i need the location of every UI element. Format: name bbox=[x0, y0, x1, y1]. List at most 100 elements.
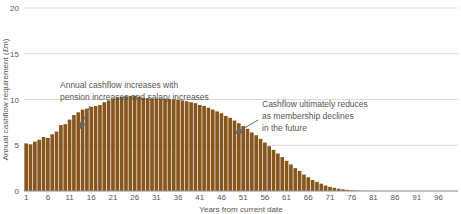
annotation: Cashflow ultimately reduces bbox=[262, 99, 368, 109]
grid-line bbox=[24, 8, 458, 9]
bar bbox=[306, 177, 310, 191]
bar bbox=[68, 120, 72, 191]
x-tick-label: 51 bbox=[239, 193, 248, 202]
bar bbox=[137, 97, 141, 191]
bar bbox=[85, 109, 89, 191]
bar bbox=[124, 96, 128, 191]
y-tick-label: 10 bbox=[10, 96, 19, 105]
bar bbox=[328, 187, 332, 191]
bar bbox=[224, 116, 228, 191]
x-tick-label: 21 bbox=[109, 193, 118, 202]
bar bbox=[185, 101, 189, 191]
annotation: pension increases and salary increases bbox=[60, 92, 209, 102]
bar bbox=[293, 168, 297, 191]
bar bbox=[311, 180, 315, 191]
bar bbox=[198, 105, 202, 191]
x-tick-label: 91 bbox=[412, 193, 421, 202]
bar bbox=[302, 175, 306, 191]
x-tick-label: 81 bbox=[369, 193, 378, 202]
bar bbox=[176, 100, 180, 191]
bar bbox=[55, 132, 59, 191]
chart: 0510152016111621263136414651566166717681… bbox=[0, 0, 461, 214]
bar bbox=[181, 100, 185, 191]
bar bbox=[129, 96, 133, 191]
bars bbox=[24, 96, 371, 191]
bar bbox=[267, 146, 271, 191]
x-tick-label: 41 bbox=[195, 193, 204, 202]
bar bbox=[29, 144, 33, 191]
bar bbox=[42, 137, 46, 191]
bar bbox=[50, 134, 54, 191]
bar bbox=[319, 184, 323, 191]
bar bbox=[150, 99, 154, 191]
x-axis bbox=[24, 191, 458, 192]
annotation: Annual cashflow increases with bbox=[60, 80, 178, 90]
bar bbox=[37, 140, 41, 191]
bar bbox=[202, 106, 206, 191]
bar bbox=[298, 171, 302, 191]
x-tick-label: 1 bbox=[24, 193, 29, 202]
x-tick-label: 31 bbox=[152, 193, 161, 202]
bar bbox=[215, 111, 219, 191]
bar bbox=[289, 164, 293, 191]
bar bbox=[241, 126, 245, 191]
bar bbox=[46, 138, 50, 191]
annotation: as membership declines bbox=[262, 111, 354, 121]
bar bbox=[280, 157, 284, 191]
bar bbox=[237, 123, 241, 191]
bar bbox=[207, 108, 211, 191]
bar bbox=[155, 99, 159, 191]
x-tick-label: 66 bbox=[304, 193, 313, 202]
x-tick-label: 16 bbox=[87, 193, 96, 202]
bar bbox=[220, 113, 224, 191]
bar bbox=[24, 143, 28, 191]
x-axis-title: Years from current date bbox=[199, 205, 283, 214]
x-tick-label: 46 bbox=[217, 193, 226, 202]
grid-line bbox=[24, 191, 458, 192]
x-tick-label: 36 bbox=[174, 193, 183, 202]
bar bbox=[285, 161, 289, 191]
annotation: in the future bbox=[262, 123, 307, 133]
bar bbox=[59, 125, 63, 191]
bar bbox=[194, 103, 198, 191]
x-tick-label: 56 bbox=[260, 193, 269, 202]
bar bbox=[315, 182, 319, 191]
y-tick-label: 5 bbox=[15, 141, 20, 150]
bar bbox=[250, 132, 254, 191]
bar bbox=[89, 107, 93, 191]
x-tick-label: 26 bbox=[130, 193, 139, 202]
bar bbox=[272, 150, 276, 191]
bar bbox=[102, 102, 106, 191]
annotation-arrow bbox=[80, 106, 90, 128]
y-tick-label: 0 bbox=[15, 187, 20, 196]
bar bbox=[263, 143, 267, 191]
bar bbox=[276, 153, 280, 191]
bar bbox=[98, 105, 102, 191]
bar bbox=[111, 99, 115, 191]
bar bbox=[133, 96, 137, 191]
bar bbox=[324, 186, 328, 191]
y-axis-title: Annual cashflow requirement (£m) bbox=[1, 38, 10, 160]
x-tick-label: 96 bbox=[434, 193, 443, 202]
bar bbox=[159, 99, 163, 191]
y-tick-label: 15 bbox=[10, 50, 19, 59]
bar bbox=[33, 142, 37, 191]
bar bbox=[94, 106, 98, 191]
bar bbox=[107, 100, 111, 191]
x-tick-label: 6 bbox=[46, 193, 51, 202]
x-tick-label: 76 bbox=[347, 193, 356, 202]
bar bbox=[189, 102, 193, 191]
bar bbox=[163, 99, 167, 191]
bar bbox=[211, 110, 215, 191]
bar bbox=[168, 99, 172, 191]
bar bbox=[233, 121, 237, 191]
bar bbox=[76, 112, 80, 191]
x-tick-label: 71 bbox=[326, 193, 335, 202]
annotation-arrow bbox=[236, 120, 258, 133]
bar bbox=[172, 100, 176, 192]
x-tick-label: 86 bbox=[391, 193, 400, 202]
bar bbox=[228, 118, 232, 191]
bar bbox=[246, 129, 250, 191]
bar bbox=[120, 97, 124, 191]
bar bbox=[115, 98, 119, 191]
